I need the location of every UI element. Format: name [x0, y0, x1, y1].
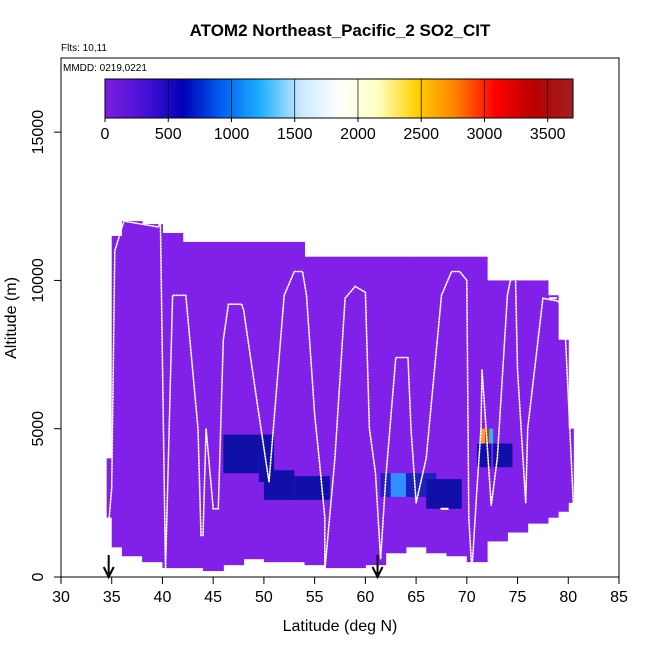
x-tick-label: 45: [204, 589, 222, 606]
heatmap-column: [121, 221, 143, 557]
heatmap-column: [405, 256, 427, 548]
heatmap-column: [223, 241, 245, 566]
y-tick-label: 5000: [30, 411, 47, 447]
plot-area: [105, 220, 575, 572]
heatmap-column: [547, 295, 559, 518]
x-tick-label: 30: [52, 589, 70, 606]
colorbar-tick-label: 1000: [214, 126, 250, 143]
heatmap-column: [263, 241, 285, 563]
arrow-head: [102, 566, 115, 580]
flights-annotation: Flts: 10,11: [61, 43, 107, 54]
x-tick-label: 80: [559, 589, 577, 606]
y-tick-label: 10000: [30, 258, 47, 303]
colorbar-tick-label: 1500: [277, 126, 313, 143]
x-tick-label: 50: [255, 589, 273, 606]
heatmap-column: [324, 256, 346, 569]
x-tick-label: 70: [458, 589, 476, 606]
heatmap-cell: [481, 428, 486, 444]
heatmap-column: [345, 256, 366, 569]
heatmap-cell: [223, 434, 259, 474]
colorbar: 0 500 1000 1500 2000 2500 3000 3500: [101, 78, 574, 143]
x-tick-label: 85: [610, 589, 628, 606]
heatmap-column: [558, 339, 569, 512]
heatmap-column: [243, 241, 265, 560]
colorbar-tick-label: 3000: [467, 126, 503, 143]
flight-track: [105, 220, 575, 572]
x-tick-label: 55: [306, 589, 324, 606]
colorbar-tick-label: 0: [101, 126, 110, 143]
heatmap-cell: [489, 428, 494, 444]
heatmap-cell: [426, 479, 462, 509]
plot-frame: [60, 57, 620, 578]
heatmap-cell: [390, 473, 406, 497]
x-tick-label: 75: [509, 589, 527, 606]
heatmap-column: [527, 280, 549, 524]
arrow-head: [371, 566, 384, 580]
heatmap-column: [507, 280, 529, 533]
colorbar-tick-label: 3500: [530, 126, 566, 143]
x-tick-label: 35: [103, 589, 121, 606]
heatmap-column: [106, 458, 113, 518]
heatmap-cell: [294, 476, 330, 500]
heatmap-column: [142, 224, 163, 563]
x-tick-label: 65: [407, 589, 425, 606]
chart-title: ATOM2 Northeast_Pacific_2 SO2_CIT: [190, 21, 491, 40]
y-tick-label: 15000: [30, 110, 47, 155]
heatmap-column: [385, 256, 407, 554]
heatmap-column: [162, 232, 184, 569]
x-axis-label: Latitude (deg N): [283, 618, 398, 635]
x-tick-label: 60: [356, 589, 374, 606]
colorbar-tick-label: 2500: [403, 126, 439, 143]
dates-annotation: MMDD: 0219,0221: [63, 63, 147, 74]
heatmap-column: [111, 235, 123, 548]
colorbar-tick-label: 500: [155, 126, 182, 143]
colorbar-tick-label: 2000: [340, 126, 376, 143]
x-tick-label: 40: [154, 589, 172, 606]
heatmap-column: [446, 256, 468, 557]
y-tick-label: 0: [30, 572, 47, 581]
heatmap-column: [466, 256, 488, 563]
colorbar-bar: [104, 78, 574, 119]
y-axis-label: Altitude (m): [3, 277, 20, 359]
heatmap-column: [487, 280, 508, 542]
